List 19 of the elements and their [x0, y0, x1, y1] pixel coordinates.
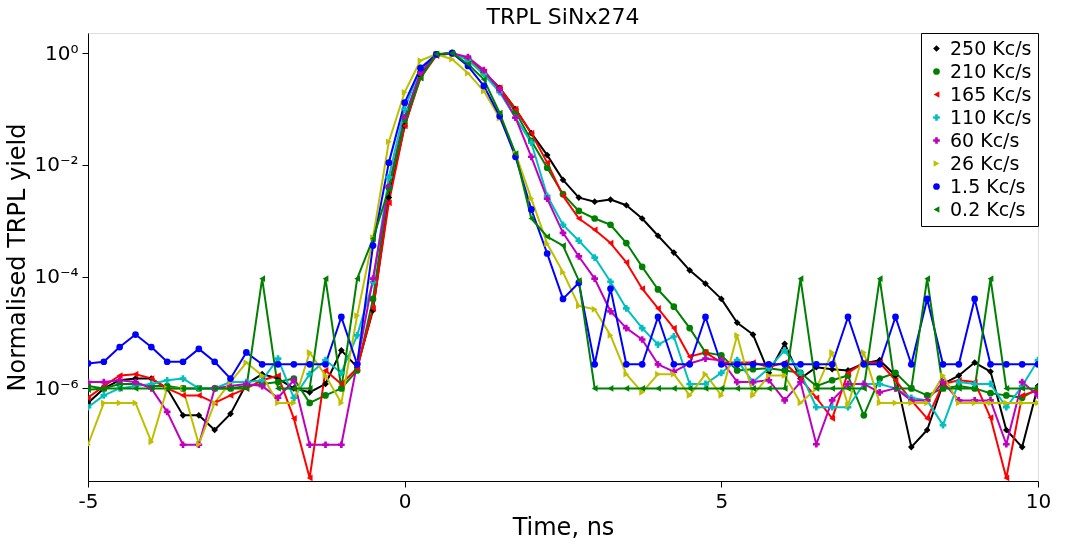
legend-label: 165 Kc/s: [950, 82, 1032, 105]
x-axis-title: Time, ns: [511, 512, 615, 541]
y-axis-title: Normalised TRPL yield: [3, 123, 32, 392]
y-tick-label: 10⁻²: [34, 152, 79, 177]
x-tick-label: 5: [715, 488, 729, 513]
legend-label: 110 Kc/s: [950, 105, 1032, 128]
legend-label: 250 Kc/s: [950, 36, 1032, 59]
legend-label: 0.2 Kc/s: [950, 197, 1026, 220]
y-tick-label: 10⁰: [45, 40, 79, 65]
x-tick-label: -5: [78, 488, 99, 513]
x-tick-label: 0: [398, 488, 412, 513]
x-tick-label: 10: [1025, 488, 1052, 513]
legend-label: 60 Kc/s: [950, 128, 1020, 151]
legend-label: 1.5 Kc/s: [950, 174, 1026, 197]
legend-label: 210 Kc/s: [950, 59, 1032, 82]
y-tick-label: 10⁻⁴: [34, 264, 79, 289]
chart-title: TRPL SiNx274: [485, 3, 640, 29]
legend-label: 26 Kc/s: [950, 151, 1020, 174]
y-tick-label: 10⁻⁶: [34, 375, 79, 400]
